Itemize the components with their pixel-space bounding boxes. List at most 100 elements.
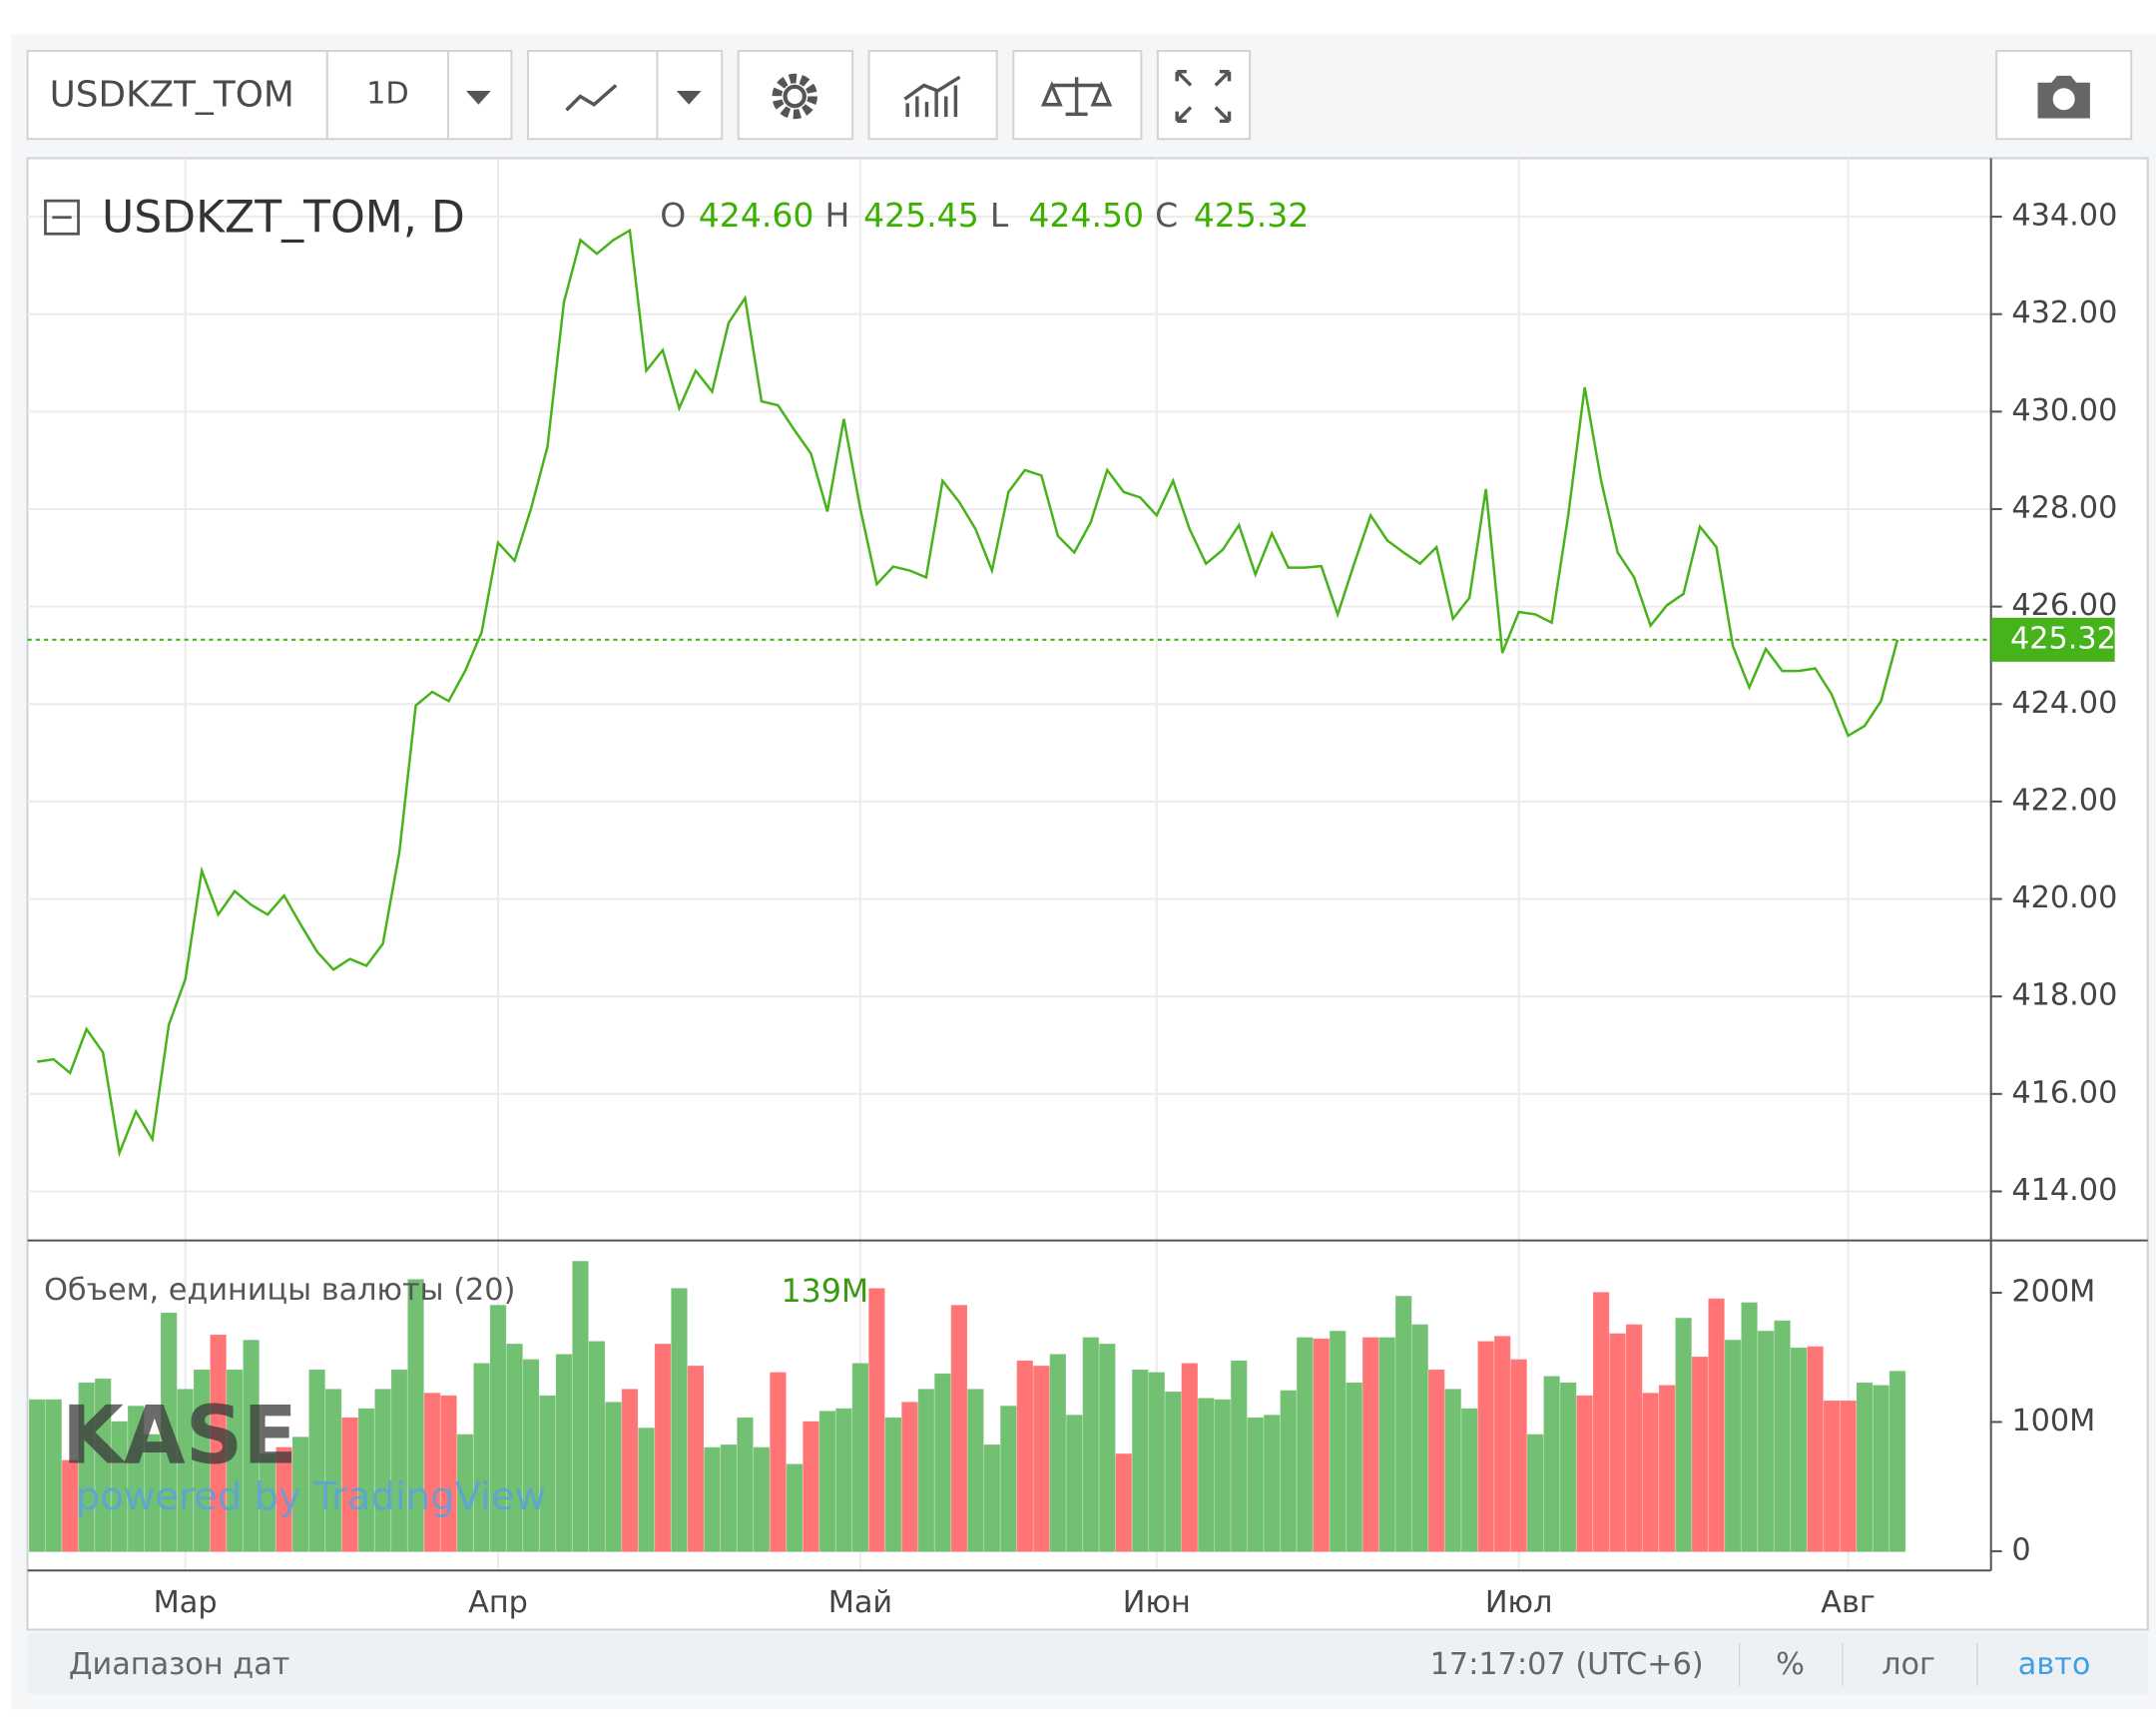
volume-bar [884, 1417, 901, 1552]
volume-bar [950, 1305, 967, 1552]
ohlc-legend: O 424.60 H 425.45 L 424.50 C 425.32 [660, 196, 1309, 235]
volume-bar [1560, 1382, 1577, 1552]
volume-bar [1691, 1357, 1709, 1552]
ohlc-value: 424.50 [1028, 196, 1144, 235]
volume-bar [1231, 1360, 1248, 1552]
volume-bar [489, 1305, 507, 1552]
volume-bar [835, 1408, 852, 1552]
footer-bar [27, 1633, 2148, 1695]
volume-bar [324, 1389, 342, 1552]
volume-bar [275, 1446, 292, 1552]
volume-bar [539, 1395, 556, 1552]
y-tick-label: 430.00 [2011, 393, 2117, 428]
y-tick-label: 418.00 [2011, 978, 2117, 1013]
dropdown-arrow [676, 90, 702, 105]
volume-bar [605, 1402, 622, 1552]
collapse-toggle[interactable] [44, 199, 80, 236]
volume-bar [291, 1436, 309, 1552]
volume-bar [1115, 1453, 1132, 1552]
price-line [37, 228, 1899, 1158]
volume-bar [1856, 1382, 1874, 1552]
volume-bar [1165, 1392, 1182, 1552]
ohlc-field: C [1155, 196, 1178, 235]
x-tick-label: Май [828, 1585, 892, 1620]
date-range-button[interactable]: Диапазон дат [69, 1647, 290, 1682]
watermark-caption: powered by TradingView [76, 1474, 546, 1519]
volume-bar [144, 1433, 161, 1552]
volume-bar [227, 1369, 244, 1552]
volume-bar [243, 1340, 260, 1552]
volume-bar [1346, 1382, 1362, 1552]
volume-bar [967, 1389, 984, 1552]
volume-bar [1510, 1359, 1527, 1552]
watermark-logo: KASE [62, 1390, 297, 1482]
indicators-button[interactable] [867, 49, 998, 141]
volume-bar [423, 1393, 441, 1552]
settings-button[interactable] [737, 49, 854, 141]
volume-bar [1428, 1369, 1445, 1552]
volume-bar [638, 1428, 655, 1552]
percent-toggle[interactable]: % [1776, 1647, 1805, 1682]
volume-bar [161, 1313, 178, 1552]
volume-bar [62, 1459, 79, 1552]
fullscreen-button[interactable] [1156, 49, 1252, 141]
y-tick-label: 426.00 [2011, 588, 2117, 623]
volume-bar [1247, 1417, 1264, 1552]
volume-bar [1840, 1401, 1857, 1552]
volume-bar [1774, 1320, 1791, 1552]
volume-bar [803, 1421, 819, 1552]
volume-bar [1543, 1376, 1560, 1552]
volume-bar [128, 1406, 145, 1552]
volume-bar [1658, 1385, 1676, 1552]
x-tick-label: Авг [1821, 1585, 1876, 1620]
x-tick-label: Апр [468, 1585, 528, 1620]
y-tick-label: 424.00 [2011, 686, 2117, 721]
volume-bar [1148, 1372, 1165, 1552]
y-tick-label: 434.00 [2011, 199, 2117, 234]
toolbar: USDKZT_TOM 1D [26, 49, 2133, 141]
volume-bar [1033, 1366, 1050, 1552]
volume-bar [753, 1446, 771, 1552]
volume-bar [983, 1444, 1000, 1552]
volume-bar [1461, 1408, 1478, 1552]
volume-bar [1264, 1415, 1281, 1552]
volume-bar [818, 1411, 836, 1552]
volume-bar [177, 1389, 194, 1552]
volume-bar [1082, 1337, 1099, 1552]
interval-dropdown[interactable] [447, 49, 513, 141]
volume-bar [1049, 1354, 1066, 1552]
volume-bar [1708, 1298, 1725, 1552]
gear-icon-core [783, 84, 807, 109]
interval-text: 1D [366, 77, 409, 112]
volume-bar [95, 1379, 112, 1552]
gear-icon [772, 73, 817, 120]
plot [27, 228, 1991, 1552]
camera-lens [2052, 88, 2075, 111]
volume-bar [687, 1366, 705, 1552]
symbol-button[interactable] [26, 49, 328, 141]
volume-bar [473, 1363, 490, 1552]
volume-bar [506, 1344, 523, 1552]
volume-bar [1444, 1389, 1461, 1552]
volume-bar [1198, 1398, 1215, 1552]
volume-bar [1132, 1369, 1149, 1552]
volume-bar [456, 1433, 474, 1552]
auto-toggle[interactable]: авто [2018, 1647, 2091, 1682]
y-tick-label: 428.00 [2011, 490, 2117, 525]
volume-bar [1477, 1341, 1494, 1552]
volume-bar [1790, 1347, 1808, 1552]
volume-bar [671, 1288, 688, 1552]
volume-bar [374, 1389, 391, 1552]
y-tick-label: 432.00 [2011, 295, 2117, 330]
volume-bar [1494, 1336, 1511, 1552]
legend-title: USDKZT_TOM, D [102, 192, 465, 243]
volume-bar [29, 1399, 46, 1552]
volume-last-value: 139M [781, 1274, 868, 1310]
y-tick-label: 422.00 [2011, 783, 2117, 818]
volume-bar [1741, 1302, 1758, 1552]
volume-bar [1642, 1393, 1659, 1552]
volume-bar [111, 1421, 128, 1552]
chart-type-button[interactable] [526, 49, 659, 141]
volume-bar [1527, 1433, 1544, 1552]
log-toggle[interactable]: лог [1882, 1647, 1935, 1682]
